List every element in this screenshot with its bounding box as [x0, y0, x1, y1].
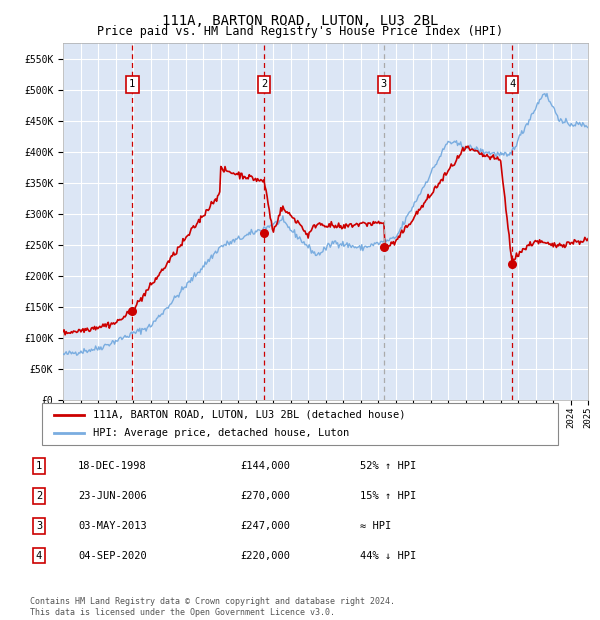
Text: £247,000: £247,000: [240, 521, 290, 531]
Text: Contains HM Land Registry data © Crown copyright and database right 2024.
This d: Contains HM Land Registry data © Crown c…: [30, 598, 395, 617]
Text: 44% ↓ HPI: 44% ↓ HPI: [360, 551, 416, 560]
Text: 3: 3: [36, 521, 42, 531]
Text: 2: 2: [261, 79, 267, 89]
Text: 1: 1: [129, 79, 136, 89]
Text: £220,000: £220,000: [240, 551, 290, 560]
Text: 04-SEP-2020: 04-SEP-2020: [78, 551, 147, 560]
Text: 23-JUN-2006: 23-JUN-2006: [78, 491, 147, 501]
Text: ≈ HPI: ≈ HPI: [360, 521, 391, 531]
Text: 111A, BARTON ROAD, LUTON, LU3 2BL (detached house): 111A, BARTON ROAD, LUTON, LU3 2BL (detac…: [93, 410, 406, 420]
Text: £270,000: £270,000: [240, 491, 290, 501]
Text: 52% ↑ HPI: 52% ↑ HPI: [360, 461, 416, 471]
Text: 3: 3: [381, 79, 387, 89]
Text: HPI: Average price, detached house, Luton: HPI: Average price, detached house, Luto…: [93, 428, 349, 438]
Text: 2: 2: [36, 491, 42, 501]
Text: 15% ↑ HPI: 15% ↑ HPI: [360, 491, 416, 501]
Text: 4: 4: [509, 79, 515, 89]
Text: 4: 4: [36, 551, 42, 560]
Text: 111A, BARTON ROAD, LUTON, LU3 2BL: 111A, BARTON ROAD, LUTON, LU3 2BL: [162, 14, 438, 28]
Text: Price paid vs. HM Land Registry's House Price Index (HPI): Price paid vs. HM Land Registry's House …: [97, 25, 503, 38]
Text: 1: 1: [36, 461, 42, 471]
Text: 03-MAY-2013: 03-MAY-2013: [78, 521, 147, 531]
Text: £144,000: £144,000: [240, 461, 290, 471]
Text: 18-DEC-1998: 18-DEC-1998: [78, 461, 147, 471]
